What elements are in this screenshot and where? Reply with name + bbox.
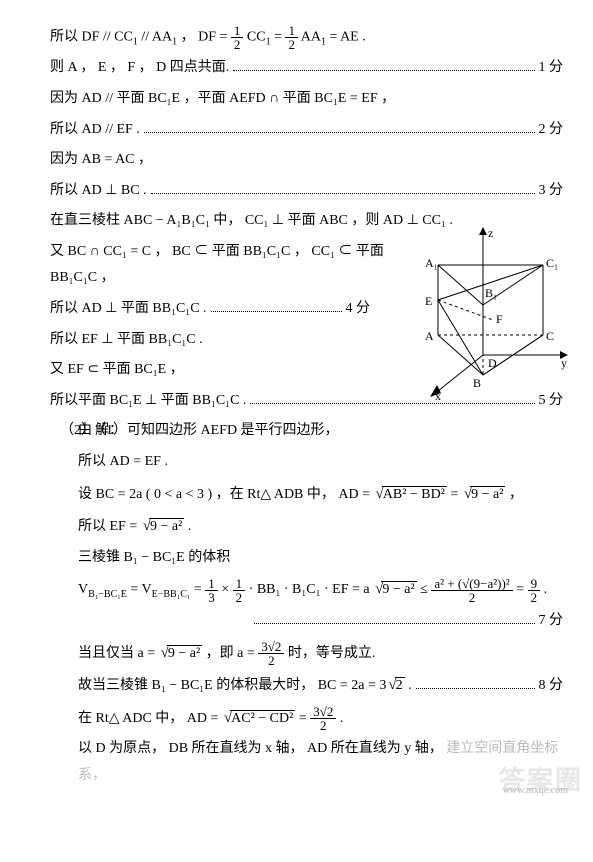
t: ，即 a = (206, 646, 259, 661)
t: ≤ (420, 582, 431, 597)
line-4: 所以 AD // EF . 2 分 (50, 117, 563, 144)
line-6: 所以 AD ⊥ BC . 3 分 (50, 178, 563, 205)
t: · BB₁ · B₁C₁ · EF = a (249, 582, 370, 597)
t: // AA (141, 30, 172, 45)
t: 在 Rt△ ADC 中， AD = (78, 711, 222, 726)
score-mark: 4 分 (346, 296, 371, 323)
line-9: 所以 AD ⊥ 平面 BB₁C₁C . 4 分 (50, 296, 370, 323)
prism-diagram: z y x A₁ C₁ B₁ E F A C B D (393, 225, 573, 405)
svg-text:x: x (435, 389, 441, 403)
t: . (340, 711, 344, 726)
score-mark: 1 分 (539, 55, 564, 82)
score-mark: 8 分 (539, 673, 564, 700)
t: V (78, 582, 88, 597)
t: 则 A ， E ， F ， D 四点共面. (50, 55, 229, 82)
t: = (450, 487, 461, 502)
line-13: （2）解： 由（1）可知四边形 AEFD 是平行四边形， (50, 418, 563, 445)
svg-text:E: E (425, 294, 432, 308)
t: 当且仅当 a = (78, 646, 159, 661)
line-5: 因为 AB = AC ， (50, 147, 563, 174)
svg-text:y: y (561, 356, 567, 370)
line-3: 因为 AD // 平面 BC₁E ，平面 AEFD ∩ 平面 BC₁E = EF… (50, 86, 563, 113)
line-1: 所以 DF // CC1 // AA1 ， DF = 12 CC1 = 12 A… (50, 24, 563, 51)
score-mark: 2 分 (539, 117, 564, 144)
line-2: 则 A ， E ， F ， D 四点共面. 1 分 (50, 55, 563, 82)
t: = V (130, 582, 151, 597)
watermark-url: www.mxqe.com (503, 781, 568, 800)
t: × (221, 582, 232, 597)
svg-text:A₁: A₁ (425, 256, 438, 270)
t: ， DF = (181, 30, 231, 45)
t: = AE . (329, 30, 365, 45)
line-21: 在 Rt△ ADC 中， AD = AC² − CD² = 3√22 . (78, 704, 563, 733)
svg-text:A: A (425, 329, 434, 343)
t: = (299, 711, 310, 726)
score-mark: 7 分 (539, 608, 564, 635)
t: 设 BC = 2a ( 0 < a < 3 ) ，在 Rt△ ADB 中， AD… (78, 487, 374, 502)
part-label: （2）解： (60, 418, 123, 445)
t: = (194, 582, 205, 597)
line-19: 当且仅当 a = 9 − a² ，即 a = 3√22 时，等号成立. (78, 639, 563, 668)
svg-text:D: D (488, 356, 497, 370)
line-15: 设 BC = 2a ( 0 < a < 3 ) ，在 Rt△ ADB 中， AD… (78, 480, 563, 509)
t: 所以 AD ⊥ BC . (50, 178, 147, 205)
t: 时，等号成立. (288, 646, 376, 661)
line-22: 以 D 为原点， DB 所在直线为 x 轴， AD 所在直线为 y 轴， 建立空… (78, 736, 563, 789)
svg-text:B: B (473, 376, 481, 390)
line-18: VB₁−BC₁E = VE−BB₁C₁ = 13 × 12 · BB₁ · B₁… (78, 575, 563, 604)
t: . (544, 582, 548, 597)
t: AA (301, 30, 321, 45)
svg-text:C: C (546, 329, 554, 343)
svg-text:F: F (496, 312, 503, 326)
svg-text:z: z (488, 226, 493, 240)
t: = (516, 582, 527, 597)
t: 所以 DF // CC (50, 30, 133, 45)
t: 所以 EF = (78, 519, 141, 534)
line-8: 又 BC ∩ CC₁ = C ， BC ⊂ 平面 BB₁C₁C ， CC₁ ⊂ … (50, 239, 390, 292)
t: 所以 AD // EF . (50, 117, 140, 144)
line-17: 三棱锥 B₁ − BC₁E 的体积 (78, 545, 563, 572)
t: ， (509, 487, 523, 502)
line-16: 所以 EF = 9 − a² . (78, 512, 563, 541)
t: CC (247, 30, 266, 45)
line-20: 故当三棱锥 B₁ − BC₁E 的体积最大时， BC = 2a = 32 . 8… (78, 671, 563, 700)
t: 所以 AD ⊥ 平面 BB₁C₁C . (50, 296, 207, 323)
line-18m: 7 分 (50, 608, 563, 635)
t: 以 D 为原点， DB 所在直线为 x 轴， AD 所在直线为 y 轴， (78, 741, 443, 756)
score-mark: 3 分 (539, 178, 564, 205)
svg-text:C₁: C₁ (546, 256, 558, 270)
t: = (274, 30, 285, 45)
t: 故当三棱锥 B₁ − BC₁E 的体积最大时， BC = 2a = 3 (78, 678, 386, 693)
t: . (405, 678, 412, 693)
t: . (188, 519, 192, 534)
t: 所以平面 BC₁E ⊥ 平面 BB₁C₁C . (50, 388, 246, 415)
line-14: 所以 AD = EF . (78, 449, 563, 476)
svg-text:B₁: B₁ (485, 286, 497, 300)
